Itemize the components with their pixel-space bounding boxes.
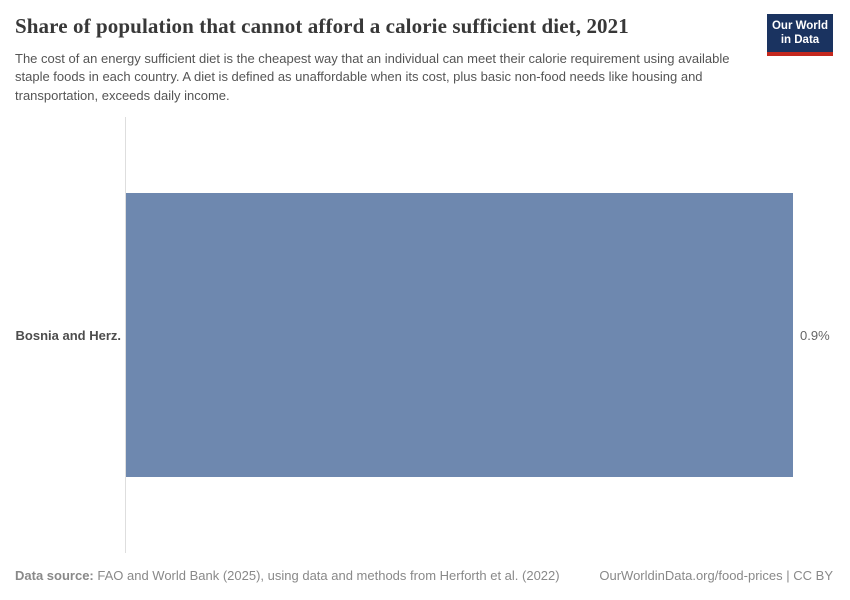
bar-bosnia-and-herz[interactable] (126, 193, 793, 477)
data-source-label: Data source: (15, 568, 94, 583)
chart-footer: Data source: FAO and World Bank (2025), … (15, 568, 833, 583)
owid-logo-line1: Our World (771, 20, 828, 32)
y-axis-line (125, 117, 126, 553)
entity-label: Bosnia and Herz. (15, 328, 121, 343)
owid-logo[interactable]: Our World in Data (767, 14, 833, 56)
data-source-note: Data source: FAO and World Bank (2025), … (15, 568, 560, 583)
chart-subtitle: The cost of an energy sufficient diet is… (15, 51, 730, 103)
chart-title: Share of population that cannot afford a… (15, 14, 629, 38)
data-source-text: FAO and World Bank (2025), using data an… (93, 568, 560, 583)
value-label: 0.9% (800, 328, 830, 343)
footer-link[interactable]: OurWorldinData.org/food-prices | CC BY (599, 568, 833, 583)
owid-logo-line2: in Data (780, 34, 820, 47)
